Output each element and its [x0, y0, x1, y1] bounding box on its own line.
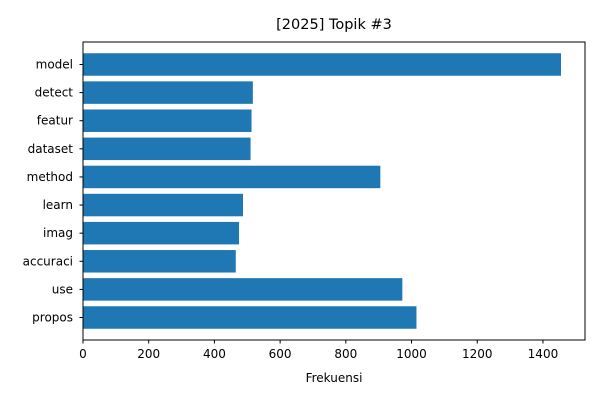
x-tick-label: 1000 — [396, 347, 427, 361]
bar-method — [83, 165, 381, 189]
y-tick-label: learn — [43, 198, 73, 212]
x-tick-label: 200 — [137, 347, 160, 361]
bar-detect — [83, 81, 253, 104]
x-axis-title: Frekuensi — [306, 371, 363, 385]
x-axis-ticks: 0 200 400 600 800 1000 1200 1400 — [79, 340, 558, 361]
y-tick-label: model — [36, 57, 73, 71]
bars-group — [83, 53, 562, 329]
y-tick-label: featur — [37, 114, 73, 128]
bar-dataset — [83, 137, 251, 161]
x-tick-label: 800 — [334, 347, 357, 361]
x-tick-label: 400 — [203, 347, 226, 361]
bar-featur — [83, 109, 252, 132]
x-tick-label: 1400 — [528, 347, 559, 361]
x-tick-label: 1200 — [462, 347, 493, 361]
bar-learn — [83, 193, 243, 217]
y-tick-label: method — [27, 170, 73, 184]
y-tick-label: accuraci — [23, 254, 73, 268]
y-tick-label: dataset — [28, 142, 74, 156]
y-tick-label: imag — [43, 226, 73, 240]
x-tick-label: 600 — [269, 347, 292, 361]
x-tick-label: 0 — [79, 347, 87, 361]
chart-title: [2025] Topik #3 — [276, 17, 392, 33]
y-tick-label: propos — [32, 311, 73, 325]
y-axis-ticks: model detect featur dataset method learn imag a… — [23, 57, 83, 325]
bar-model — [83, 53, 562, 76]
y-tick-label: use — [52, 282, 73, 296]
bar-propos — [83, 306, 417, 329]
bar-imag — [83, 221, 240, 245]
bar-accuraci — [83, 250, 236, 273]
y-tick-label: detect — [35, 86, 74, 100]
plot-frame — [82, 41, 586, 341]
bar-use — [83, 278, 403, 301]
